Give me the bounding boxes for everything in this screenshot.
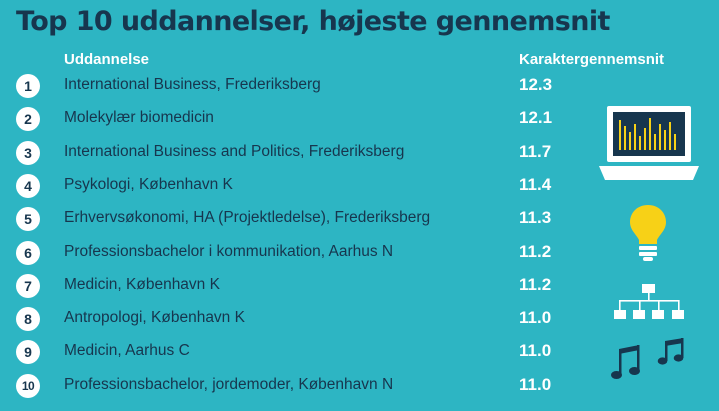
- table-row: 2 Molekylær biomedicin 12.1: [0, 107, 719, 132]
- education-name: Professionsbachelor i kommunikation, Aar…: [64, 242, 394, 260]
- education-name: Medicin, København K: [64, 275, 220, 293]
- table-row: 4 Psykologi, København K 11.4: [0, 173, 719, 198]
- rank-badge: 8: [16, 307, 40, 332]
- grade-value: 11.0: [519, 374, 552, 394]
- grade-value: 11.3: [519, 208, 552, 228]
- table-row: 7 Medicin, København K 11.2: [0, 273, 719, 298]
- table-row: 3 International Business and Politics, Fr…: [0, 140, 719, 165]
- light-bulb-icon: [630, 205, 666, 261]
- rank-badge: 10: [16, 373, 40, 398]
- laptop-bar-chart-icon: [599, 106, 699, 180]
- table-row: 6 Professionsbachelor i kommunikation, Aa…: [0, 240, 719, 265]
- grade-value: 11.4: [519, 174, 552, 194]
- education-name: Professionsbachelor, jordemoder, Københa…: [64, 375, 394, 393]
- grade-value: 11.2: [519, 241, 552, 261]
- rank-badge: 5: [16, 207, 40, 232]
- column-header-grade: Karaktergennemsnit: [519, 51, 665, 68]
- grade-value: 11.2: [519, 274, 552, 294]
- grade-value: 11.0: [519, 308, 552, 328]
- education-name: International Business, Frederiksberg: [64, 76, 321, 93]
- table-row: 10 Professionsbachelor, jordemoder, Køben…: [0, 373, 719, 398]
- table-row: 5 Erhvervsøkonomi, HA (Projektledelse), F…: [0, 207, 719, 232]
- education-name: Erhvervsøkonomi, HA (Projektledelse), Fr…: [64, 209, 431, 227]
- rank-badge: 4: [16, 173, 40, 198]
- table-row: 1 International Business, Frederiksberg 12…: [0, 74, 719, 98]
- column-header-education: Uddannelse: [64, 51, 150, 68]
- rank-badge: 1: [16, 74, 40, 98]
- org-chart-icon: [614, 284, 684, 319]
- grade-value: 11.0: [519, 341, 552, 361]
- rank-badge: 2: [16, 107, 40, 132]
- education-name: International Business and Politics, Fre…: [64, 142, 405, 160]
- chart-title: Top 10 uddannelser, højeste gennemsnit: [16, 6, 610, 37]
- rank-badge: 9: [16, 340, 40, 365]
- education-name: Medicin, Aarhus C: [64, 342, 190, 360]
- education-name: Molekylær biomedicin: [64, 109, 214, 127]
- grade-value: 12.3: [519, 75, 553, 94]
- grade-value: 12.1: [519, 108, 553, 128]
- music-notes-icon: [611, 338, 684, 379]
- grade-value: 11.7: [519, 141, 552, 161]
- rank-badge: 6: [16, 240, 40, 265]
- table-row: 9 Medicin, Aarhus C 11.0: [0, 340, 719, 365]
- rank-badge: 7: [16, 273, 40, 298]
- rank-badge: 3: [16, 140, 40, 165]
- education-name: Antropologi, København K: [64, 309, 245, 327]
- table-row: 8 Antropologi, København K 11.0: [0, 307, 719, 332]
- education-name: Psykologi, København K: [64, 175, 233, 193]
